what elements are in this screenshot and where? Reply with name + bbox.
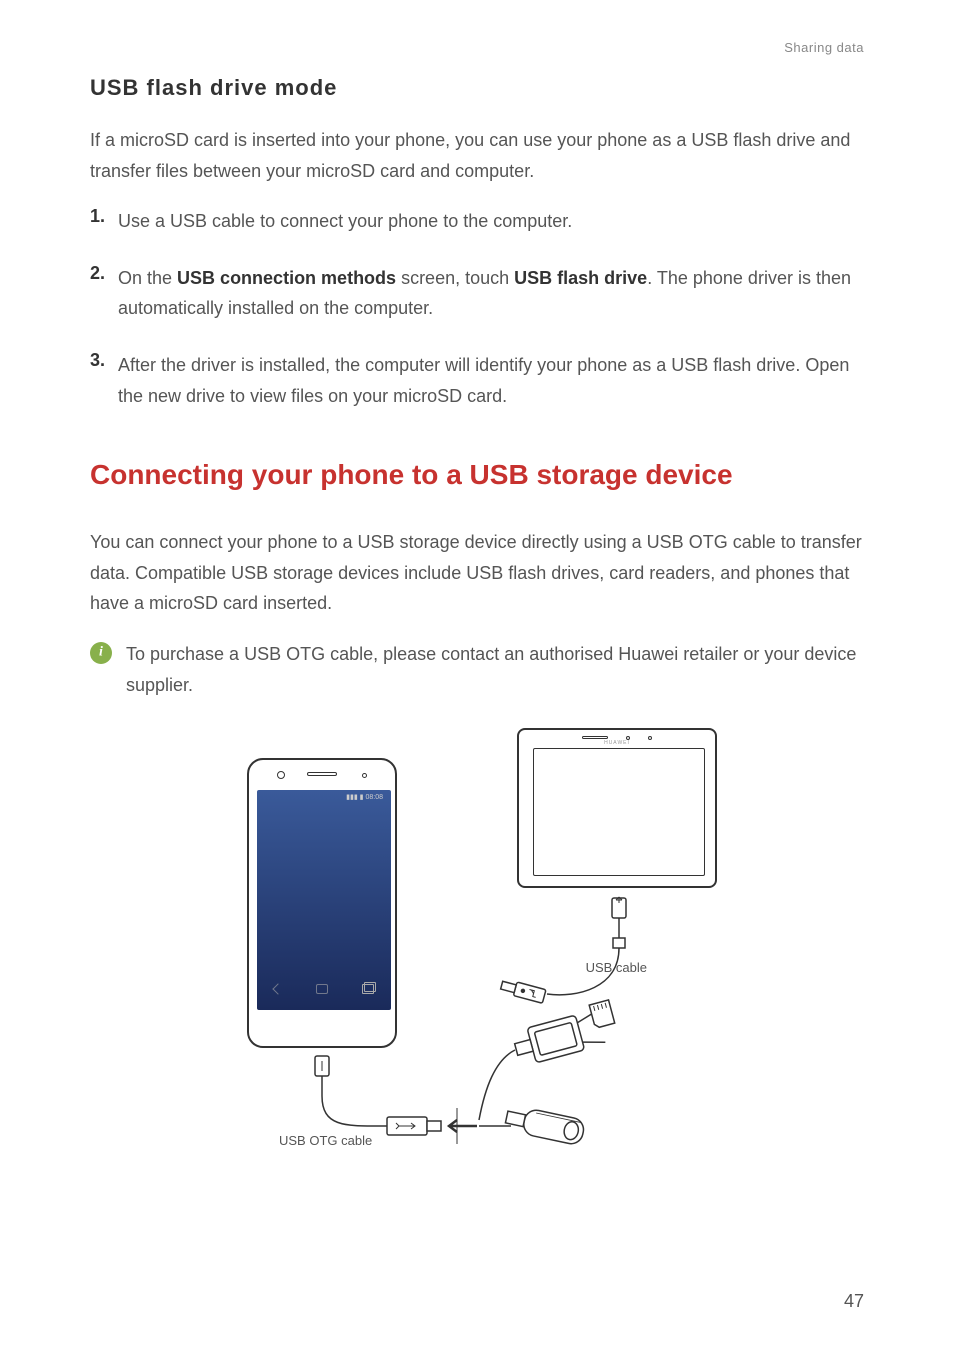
page-header: Sharing data [90,40,864,55]
note-block: To purchase a USB OTG cable, please cont… [90,639,864,700]
step-text: On the USB connection methods screen, to… [118,263,864,324]
step-list: 1. Use a USB cable to connect your phone… [90,206,864,411]
main-heading: Connecting your phone to a USB storage d… [90,447,864,503]
step-item: 3. After the driver is installed, the co… [90,350,864,411]
step-number: 2. [90,263,118,324]
main-paragraph: You can connect your phone to a USB stor… [90,527,864,619]
info-icon [90,642,112,664]
step-text: Use a USB cable to connect your phone to… [118,206,864,237]
step-item: 1. Use a USB cable to connect your phone… [90,206,864,237]
step-number: 3. [90,350,118,411]
subheading-usb-flash: USB flash drive mode [90,75,864,101]
connection-diagram: ▮▮▮ ▮ 08:08 HUAWEI USB cable USB OTG cab… [217,728,737,1168]
step-item: 2. On the USB connection methods screen,… [90,263,864,324]
diagram-svg [217,728,737,1168]
intro-paragraph: If a microSD card is inserted into your … [90,125,864,186]
step-text: After the driver is installed, the compu… [118,350,864,411]
diagram-container: ▮▮▮ ▮ 08:08 HUAWEI USB cable USB OTG cab… [90,728,864,1168]
page-number: 47 [844,1291,864,1312]
step-number: 1. [90,206,118,237]
note-text: To purchase a USB OTG cable, please cont… [126,639,864,700]
